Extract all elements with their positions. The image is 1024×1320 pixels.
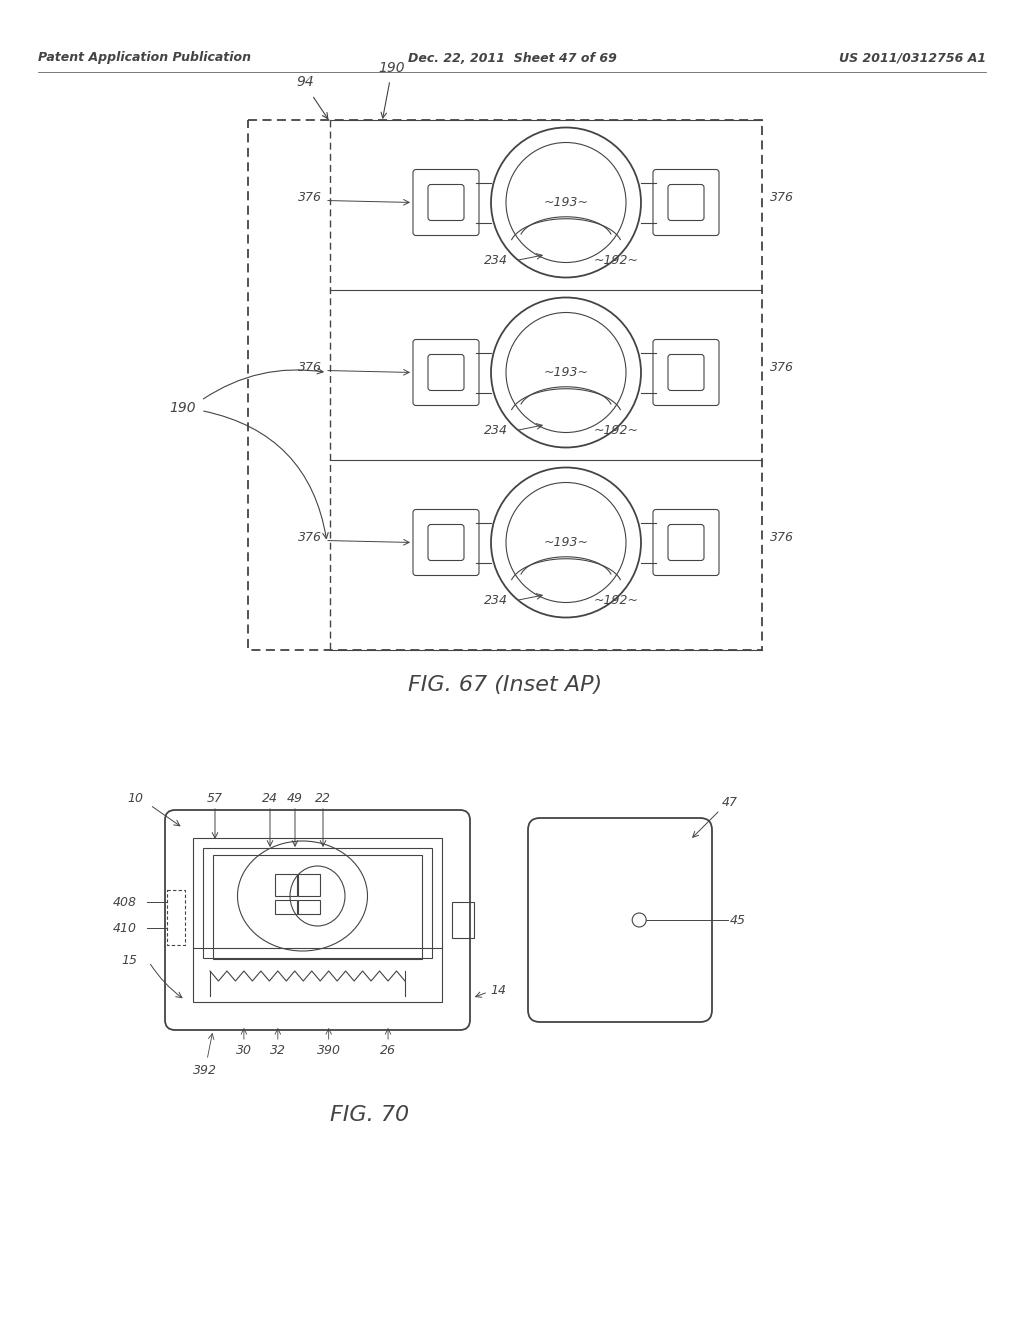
Text: 376: 376 — [298, 191, 322, 205]
Bar — [213, 855, 422, 960]
Text: 32: 32 — [270, 1044, 286, 1056]
Bar — [298, 874, 319, 896]
Text: ~192~: ~192~ — [594, 253, 639, 267]
Text: 376: 376 — [298, 531, 322, 544]
Text: 14: 14 — [490, 983, 506, 997]
Text: 408: 408 — [113, 895, 137, 908]
Text: ~193~: ~193~ — [544, 195, 589, 209]
Text: 30: 30 — [236, 1044, 252, 1056]
Text: 190: 190 — [169, 400, 196, 414]
Text: 10: 10 — [127, 792, 143, 804]
Text: 234: 234 — [484, 594, 508, 607]
Bar — [203, 847, 432, 958]
Text: Patent Application Publication: Patent Application Publication — [38, 51, 251, 65]
Text: Dec. 22, 2011  Sheet 47 of 69: Dec. 22, 2011 Sheet 47 of 69 — [408, 51, 616, 65]
Text: 376: 376 — [770, 360, 794, 374]
Text: 47: 47 — [722, 796, 738, 808]
Text: 390: 390 — [316, 1044, 341, 1056]
Bar — [274, 900, 297, 913]
Text: 392: 392 — [193, 1064, 217, 1077]
Text: 26: 26 — [380, 1044, 396, 1056]
Text: ~193~: ~193~ — [544, 536, 589, 549]
Text: 22: 22 — [315, 792, 331, 804]
Bar — [298, 900, 319, 913]
Text: 376: 376 — [770, 191, 794, 205]
Text: 15: 15 — [121, 953, 137, 966]
Text: 376: 376 — [298, 360, 322, 374]
Text: 410: 410 — [113, 921, 137, 935]
Text: 234: 234 — [484, 424, 508, 437]
Text: FIG. 67 (Inset AP): FIG. 67 (Inset AP) — [408, 675, 602, 696]
Text: 49: 49 — [287, 792, 303, 804]
Text: 94: 94 — [296, 75, 314, 88]
Text: 45: 45 — [730, 913, 746, 927]
Text: 190: 190 — [379, 61, 406, 75]
Text: 57: 57 — [207, 792, 223, 804]
Text: 376: 376 — [770, 531, 794, 544]
Bar — [193, 838, 442, 1002]
Text: 234: 234 — [484, 253, 508, 267]
Text: ~193~: ~193~ — [544, 366, 589, 379]
Text: FIG. 70: FIG. 70 — [331, 1105, 410, 1125]
Text: ~192~: ~192~ — [594, 424, 639, 437]
Bar — [274, 874, 297, 896]
Bar — [452, 902, 474, 939]
Text: ~192~: ~192~ — [594, 594, 639, 607]
Text: 24: 24 — [262, 792, 278, 804]
Text: US 2011/0312756 A1: US 2011/0312756 A1 — [839, 51, 986, 65]
